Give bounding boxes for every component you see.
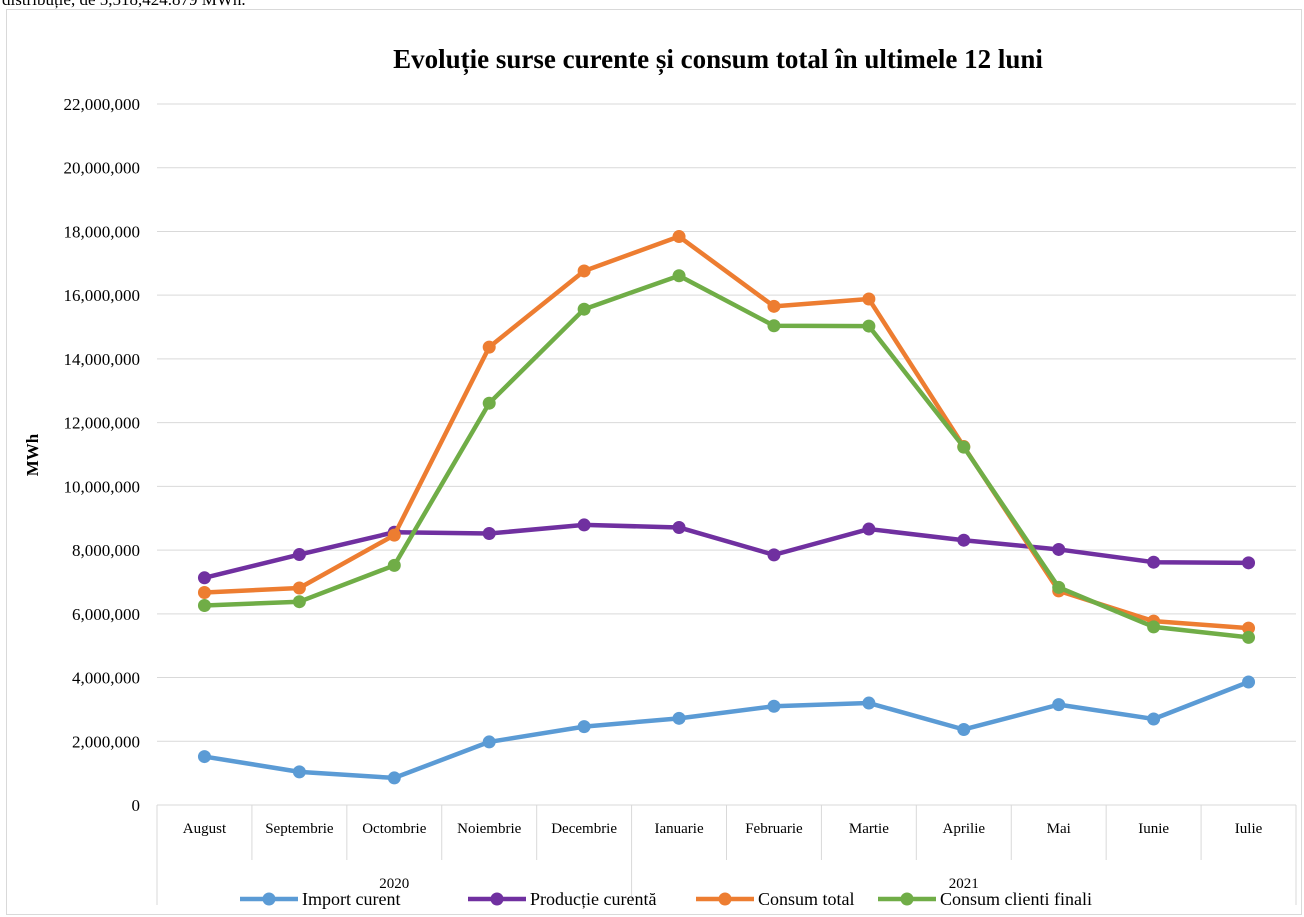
x-tick-label: Noiembrie <box>457 821 521 837</box>
x-tick-label: Aprilie <box>943 821 986 837</box>
x-tick-label: Ianuarie <box>654 821 703 837</box>
x-tick-label: Iulie <box>1235 821 1263 837</box>
data-point <box>1242 630 1256 644</box>
data-point <box>577 302 591 316</box>
y-tick-label: 8,000,000 <box>72 541 140 560</box>
data-point <box>197 585 211 599</box>
x-tick-label: Iunie <box>1138 821 1169 837</box>
series-line <box>202 522 1251 581</box>
y-tick-label: 12,000,000 <box>64 414 141 433</box>
data-point <box>1242 621 1256 635</box>
x-tick-label: Februarie <box>745 821 803 837</box>
data-point <box>292 595 306 609</box>
data-point <box>577 264 591 278</box>
data-point <box>1052 542 1066 556</box>
x-tick-label: Decembrie <box>551 821 617 837</box>
legend-label: Consum clienti finali <box>940 889 1092 909</box>
legend: Import curent Producție curentă Consum tot… <box>240 889 1092 909</box>
series-lines <box>197 230 1256 785</box>
data-point <box>387 558 401 572</box>
data-point <box>1052 580 1066 594</box>
data-point <box>862 292 876 306</box>
data-point <box>1147 712 1161 726</box>
data-point <box>767 319 781 333</box>
data-point <box>292 548 306 562</box>
series <box>197 230 1256 635</box>
data-point <box>197 750 211 764</box>
data-point <box>482 735 496 749</box>
data-point <box>672 230 686 244</box>
data-point <box>957 722 971 736</box>
data-point <box>767 299 781 313</box>
x-tick-label: August <box>183 821 227 837</box>
data-point <box>292 765 306 779</box>
data-point <box>1242 675 1256 689</box>
data-point <box>577 720 591 734</box>
intro-text-fragment: distribuție, de 5,518,424.879 MWh. <box>2 0 246 10</box>
y-axis-ticks: 0 2,000,000 4,000,000 6,000,000 8,000,000 10,… <box>64 95 141 815</box>
legend-swatch-marker <box>262 892 276 906</box>
x-axis: August Septembrie Octombrie Noiembrie Decemb… <box>156 805 1297 905</box>
x-group-label: 2021 <box>949 876 979 892</box>
legend-label: Import curent <box>302 889 400 909</box>
series <box>197 675 1256 785</box>
x-group-label: 2020 <box>379 876 409 892</box>
chart-frame <box>6 9 1302 915</box>
data-point <box>862 696 876 710</box>
data-point <box>1242 556 1256 570</box>
data-point <box>957 533 971 547</box>
legend-label: Consum total <box>758 889 855 909</box>
legend-item: Producție curentă <box>468 889 656 909</box>
data-point <box>862 319 876 333</box>
x-tick-label: Octombrie <box>362 821 426 837</box>
data-point <box>767 548 781 562</box>
data-point <box>1147 620 1161 634</box>
legend-item: Consum clienti finali <box>878 889 1092 909</box>
y-tick-label: 4,000,000 <box>72 669 140 688</box>
data-point <box>482 396 496 410</box>
legend-item: Import curent <box>240 889 400 909</box>
series-line <box>202 679 1251 781</box>
y-tick-label: 6,000,000 <box>72 605 140 624</box>
legend-label: Producție curentă <box>530 889 656 909</box>
y-tick-label: 0 <box>132 796 141 815</box>
data-point <box>482 340 496 354</box>
data-point <box>292 581 306 595</box>
legend-swatch-marker <box>718 892 732 906</box>
y-tick-label: 2,000,000 <box>72 732 140 751</box>
data-point <box>862 522 876 536</box>
data-point <box>1147 555 1161 569</box>
data-point <box>577 518 591 532</box>
y-tick-label: 20,000,000 <box>64 159 141 178</box>
legend-item: Consum total <box>696 889 855 909</box>
legend-swatch-marker <box>490 892 504 906</box>
series <box>197 269 1256 644</box>
x-tick-label: Mai <box>1047 821 1071 837</box>
series-line <box>202 273 1251 640</box>
chart-title: Evoluție surse curente și consum total î… <box>393 44 1043 75</box>
gridlines <box>157 103 1296 806</box>
y-axis-label: MWh <box>23 433 42 476</box>
data-point <box>672 711 686 725</box>
y-tick-label: 22,000,000 <box>64 95 141 114</box>
x-tick-label: Martie <box>849 821 889 837</box>
data-point <box>197 599 211 613</box>
y-tick-label: 10,000,000 <box>64 477 141 496</box>
data-point <box>957 440 971 454</box>
y-tick-label: 16,000,000 <box>64 286 141 305</box>
data-point <box>672 520 686 534</box>
data-point <box>197 571 211 585</box>
y-tick-label: 14,000,000 <box>64 350 141 369</box>
series <box>197 518 1256 585</box>
data-point <box>482 527 496 541</box>
data-point <box>387 528 401 542</box>
legend-swatch-marker <box>900 892 914 906</box>
data-point <box>387 771 401 785</box>
data-point <box>767 699 781 713</box>
x-tick-label: Septembrie <box>265 821 334 837</box>
data-point <box>1052 698 1066 712</box>
data-point <box>672 269 686 283</box>
y-tick-label: 18,000,000 <box>64 222 141 241</box>
